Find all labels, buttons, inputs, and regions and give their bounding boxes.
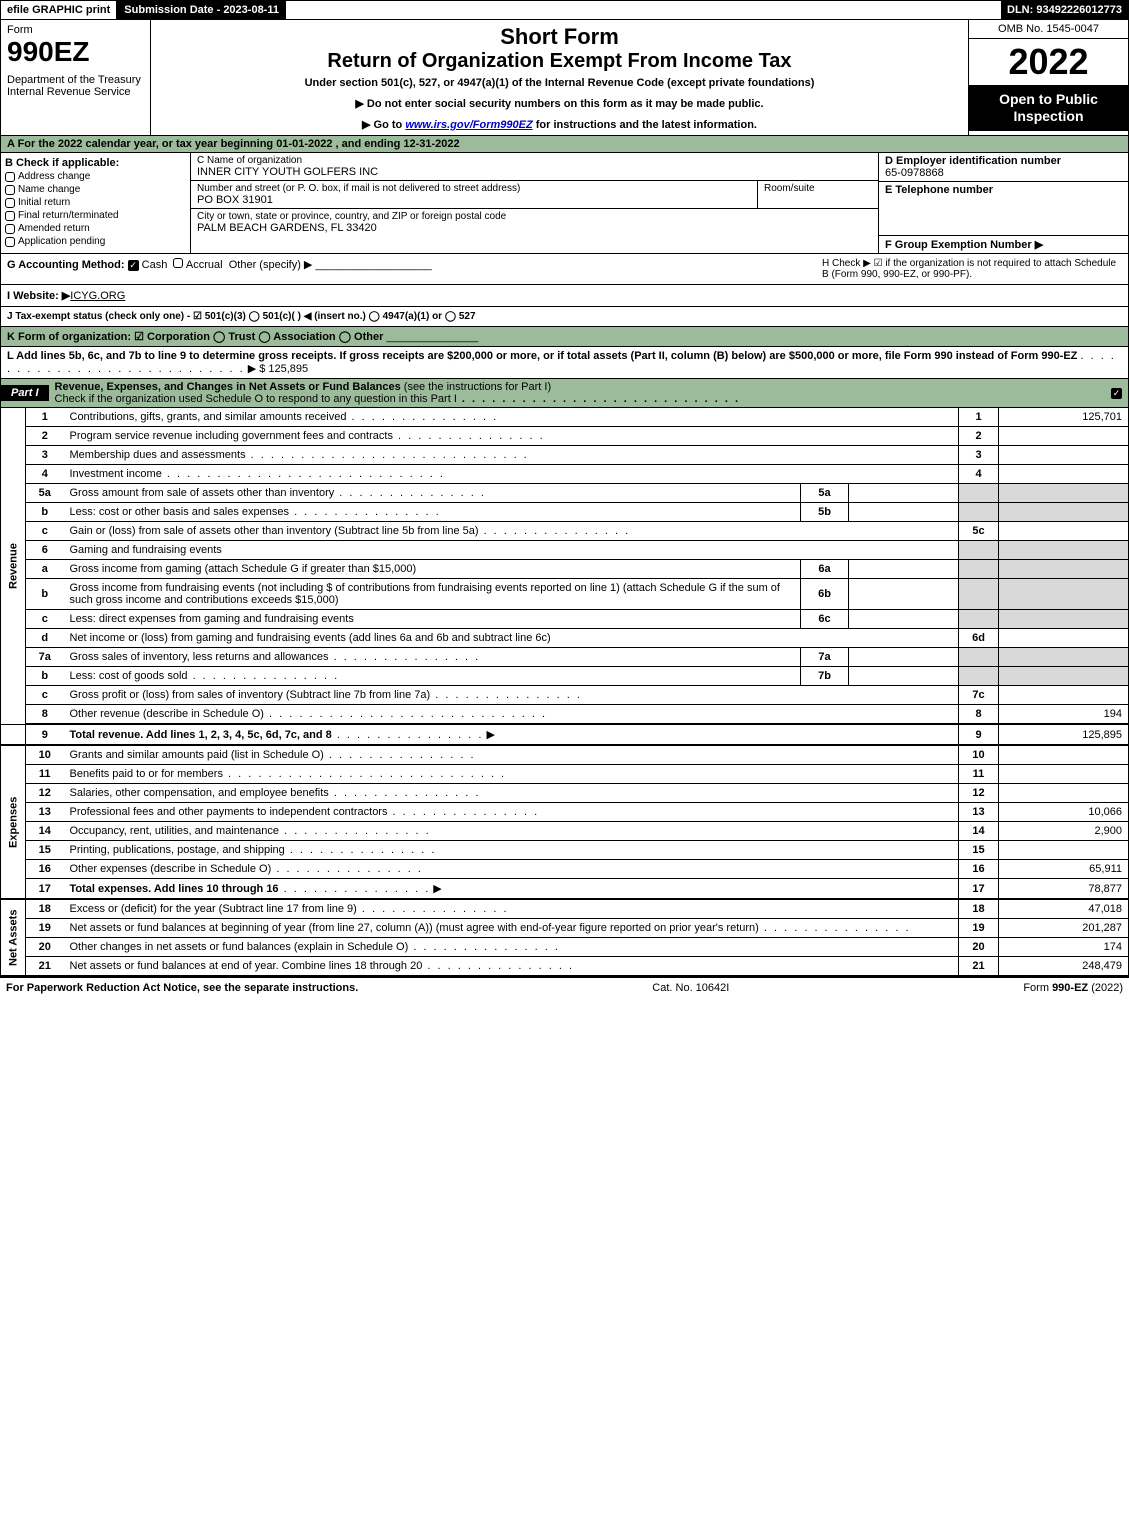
arrow-line-1: ▶ Do not enter social security numbers o… [159,97,960,110]
footer-left: For Paperwork Reduction Act Notice, see … [6,982,358,994]
phone-label: E Telephone number [885,184,1122,196]
checkbox-icon [5,224,15,234]
amt-col: 125,701 [999,408,1129,427]
part-i-check: Check if the organization used Schedule … [55,393,457,405]
section-f: F Group Exemption Number ▶ [879,236,1128,253]
header-right: OMB No. 1545-0047 2022 Open to Public In… [968,20,1128,135]
header-left: Form 990EZ Department of the Treasury In… [1,20,151,135]
website-value: ICYG.ORG [70,290,125,302]
arrow2-pre: ▶ Go to [362,119,405,131]
part-i-label: Part I [1,385,49,401]
footer: For Paperwork Reduction Act Notice, see … [0,977,1129,998]
check-amended-return[interactable]: Amended return [5,223,186,234]
row-gh: G Accounting Method: ✓ Cash Accrual Othe… [0,254,1129,285]
num-col: 1 [959,408,999,427]
checkbox-icon [5,172,15,182]
omb-number: OMB No. 1545-0047 [969,20,1128,39]
spacer [286,1,1001,19]
row-address: Number and street (or P. O. box, if mail… [191,181,878,209]
section-c-column: C Name of organization INNER CITY YOUTH … [191,153,878,253]
section-d: D Employer identification number 65-0978… [879,153,1128,182]
department-label: Department of the Treasury Internal Reve… [7,74,144,98]
accounting-cash: Cash [142,259,168,271]
name-label: C Name of organization [197,155,872,166]
part-i-header: Part I Revenue, Expenses, and Changes in… [0,379,1129,408]
tax-exempt-status: J Tax-exempt status (check only one) - ☑… [7,311,476,322]
check-application-pending[interactable]: Application pending [5,236,186,247]
tax-year: 2022 [969,39,1128,85]
side-revenue: Revenue [1,408,26,724]
row-j: J Tax-exempt status (check only one) - ☑… [0,307,1129,327]
form-header: Form 990EZ Department of the Treasury In… [0,20,1129,136]
under-section: Under section 501(c), 527, or 4947(a)(1)… [159,77,960,89]
info-grid: B Check if applicable: Address change Na… [0,153,1129,254]
top-bar: efile GRAPHIC print Submission Date - 20… [0,0,1129,20]
accounting-accrual: Accrual [186,259,223,271]
check-icon: ✓ [128,260,139,271]
ein-label: D Employer identification number [885,155,1122,167]
addr-value: PO BOX 31901 [197,194,751,206]
lines-table: Revenue 1 Contributions, gifts, grants, … [0,408,1129,977]
dln-label: DLN: 93492226012773 [1001,1,1128,19]
line-l-amount: ▶ $ 125,895 [248,363,308,375]
row-name: C Name of organization INNER CITY YOUTH … [191,153,878,181]
submission-date: Submission Date - 2023-08-11 [118,1,286,19]
line-no: 1 [26,408,64,427]
room-label: Room/suite [764,183,872,194]
arrow-line-2: ▶ Go to www.irs.gov/Form990EZ for instru… [159,118,960,131]
return-title: Return of Organization Exempt From Incom… [159,50,960,73]
section-def-column: D Employer identification number 65-0978… [878,153,1128,253]
ein-value: 65-0978868 [885,167,1122,179]
section-b-label: B Check if applicable: [5,157,186,169]
header-center: Short Form Return of Organization Exempt… [151,20,968,135]
form-of-org: K Form of organization: ☑ Corporation ◯ … [7,331,383,343]
section-a: A For the 2022 calendar year, or tax yea… [0,136,1129,153]
irs-link[interactable]: www.irs.gov/Form990EZ [405,119,532,131]
footer-right: Form 990-EZ (2022) [1023,982,1123,994]
check-name-change[interactable]: Name change [5,184,186,195]
group-exemption-label: F Group Exemption Number ▶ [885,238,1122,251]
org-name: INNER CITY YOUTH GOLFERS INC [197,166,872,178]
section-e: E Telephone number [879,182,1128,236]
efile-label: efile GRAPHIC print [1,1,118,19]
checkbox-icon [173,258,183,268]
check-icon: ✓ [1111,388,1122,399]
addr-label: Number and street (or P. O. box, if mail… [197,183,751,194]
arrow2-post: for instructions and the latest informat… [533,119,757,131]
footer-center: Cat. No. 10642I [652,982,729,994]
section-k: K Form of organization: ☑ Corporation ◯ … [0,327,1129,347]
checkbox-icon [5,185,15,195]
row-city: City or town, state or province, country… [191,209,878,253]
city-value: PALM BEACH GARDENS, FL 33420 [197,222,872,234]
check-initial-return[interactable]: Initial return [5,197,186,208]
website-label: I Website: ▶ [7,290,70,302]
city-label: City or town, state or province, country… [197,211,872,222]
line-l-text: L Add lines 5b, 6c, and 7b to line 9 to … [7,350,1077,362]
form-number: 990EZ [7,36,144,68]
part-i-sub: (see the instructions for Part I) [404,381,551,393]
accounting-other: Other (specify) ▶ [229,259,313,271]
section-b: B Check if applicable: Address change Na… [1,153,191,253]
row-i: I Website: ▶ICYG.ORG [0,285,1129,307]
section-h: H Check ▶ ☑ if the organization is not r… [822,258,1122,280]
accounting-method-label: G Accounting Method: [7,259,125,271]
open-public-label: Open to Public Inspection [969,85,1128,131]
checkbox-icon [5,198,15,208]
side-netassets: Net Assets [1,899,26,976]
section-l: L Add lines 5b, 6c, and 7b to line 9 to … [0,347,1129,379]
form-label: Form [7,24,144,36]
check-final-return[interactable]: Final return/terminated [5,210,186,221]
checkbox-icon [5,211,15,221]
part-i-title: Revenue, Expenses, and Changes in Net As… [55,381,401,393]
checkbox-icon [5,237,15,247]
check-address-change[interactable]: Address change [5,171,186,182]
short-form-title: Short Form [159,24,960,50]
line-desc: Contributions, gifts, grants, and simila… [70,411,347,423]
side-expenses: Expenses [1,745,26,899]
